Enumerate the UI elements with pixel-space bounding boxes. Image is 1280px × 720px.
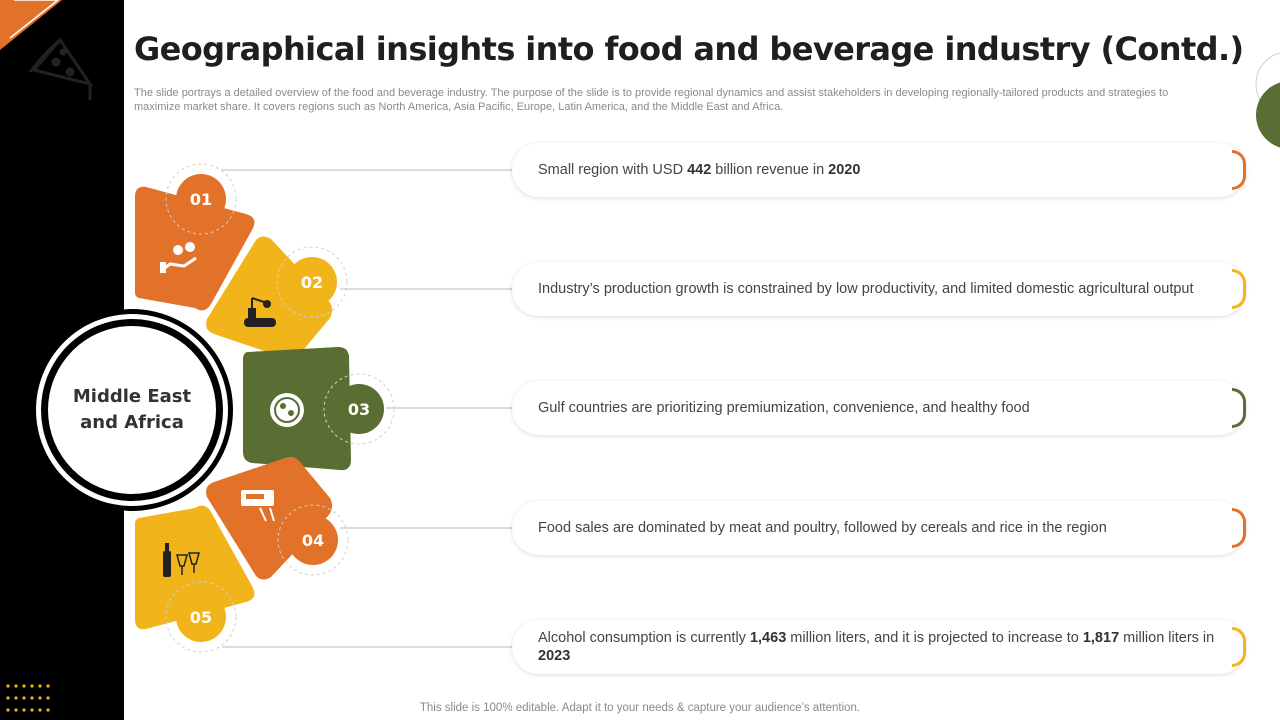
- badge-rings: [165, 163, 395, 653]
- petal-02: [206, 236, 333, 359]
- footer-note: This slide is 100% editable. Adapt it to…: [419, 702, 861, 714]
- highlight-value: 2023: [538, 648, 571, 664]
- text-segment: Food sales are dominated by meat and pou…: [538, 520, 1107, 536]
- badge-05-circle: [176, 592, 226, 642]
- money-hand-icon: [160, 242, 197, 273]
- insight-text-03: Gulf countries are prioritizing premiumi…: [538, 399, 1030, 417]
- dot-grid-decoration: [6, 684, 50, 712]
- center-label-line2: and Africa: [80, 412, 184, 433]
- text-segment: million liters, and it is projected to i…: [786, 630, 1083, 646]
- text-segment: billion revenue in: [711, 162, 829, 178]
- page-title: Geographical insights into food and beve…: [134, 30, 1244, 68]
- pizza-icon: [28, 37, 94, 100]
- right-edge-decoration: [1255, 52, 1280, 148]
- food-plate-icon: [270, 393, 304, 427]
- center-label: Middle East and Africa: [50, 384, 214, 436]
- badge-04-circle: [288, 515, 338, 565]
- center-circle-inner: [48, 326, 216, 494]
- wine-glasses-icon: [163, 543, 200, 577]
- pizza-slice-decoration: [0, 0, 62, 50]
- center-label-line1: Middle East: [72, 386, 192, 407]
- insight-text-05: Alcohol consumption is currently 1,463 m…: [538, 629, 1220, 665]
- production-line-icon: [244, 297, 276, 327]
- insight-card-05: Alcohol consumption is currently 1,463 m…: [512, 620, 1246, 674]
- insight-text-02: Industry’s production growth is constrai…: [538, 280, 1194, 298]
- food-truck-icon: [241, 490, 275, 522]
- text-segment: Alcohol consumption is currently: [538, 630, 750, 646]
- insight-card-01: Small region with USD 442 billion revenu…: [512, 143, 1246, 197]
- badge-03-number: 03: [348, 400, 370, 419]
- highlight-value: 2020: [828, 162, 861, 178]
- badge-02-circle: [287, 257, 337, 307]
- text-segment: million liters in: [1119, 630, 1215, 646]
- badge-01-circle: [176, 174, 226, 224]
- badge-01-number: 01: [190, 190, 212, 209]
- highlight-value: 1,463: [749, 630, 787, 646]
- text-segment: Gulf countries are prioritizing premiumi…: [538, 400, 1030, 416]
- page-subtitle: The slide portrays a detailed overview o…: [134, 87, 1169, 113]
- insight-text-01: Small region with USD 442 billion revenu…: [538, 161, 860, 179]
- badge-04-number: 04: [302, 531, 324, 550]
- insight-text-04: Food sales are dominated by meat and pou…: [538, 519, 1107, 537]
- badge-02-number: 02: [301, 273, 323, 292]
- highlight-value: 1,817: [1082, 630, 1120, 646]
- petal-04: [206, 457, 333, 580]
- insight-card-03: Gulf countries are prioritizing premiumi…: [512, 381, 1246, 435]
- connector-lines: [222, 169, 514, 648]
- insight-card-02: Industry’s production growth is constrai…: [512, 262, 1246, 316]
- insight-card-04: Food sales are dominated by meat and pou…: [512, 501, 1246, 555]
- highlight-value: 442: [687, 162, 712, 178]
- badge-03-circle: [334, 384, 384, 434]
- badge-05-number: 05: [190, 608, 212, 627]
- text-segment: Small region with USD: [538, 162, 688, 178]
- text-segment: Industry’s production growth is constrai…: [538, 281, 1194, 297]
